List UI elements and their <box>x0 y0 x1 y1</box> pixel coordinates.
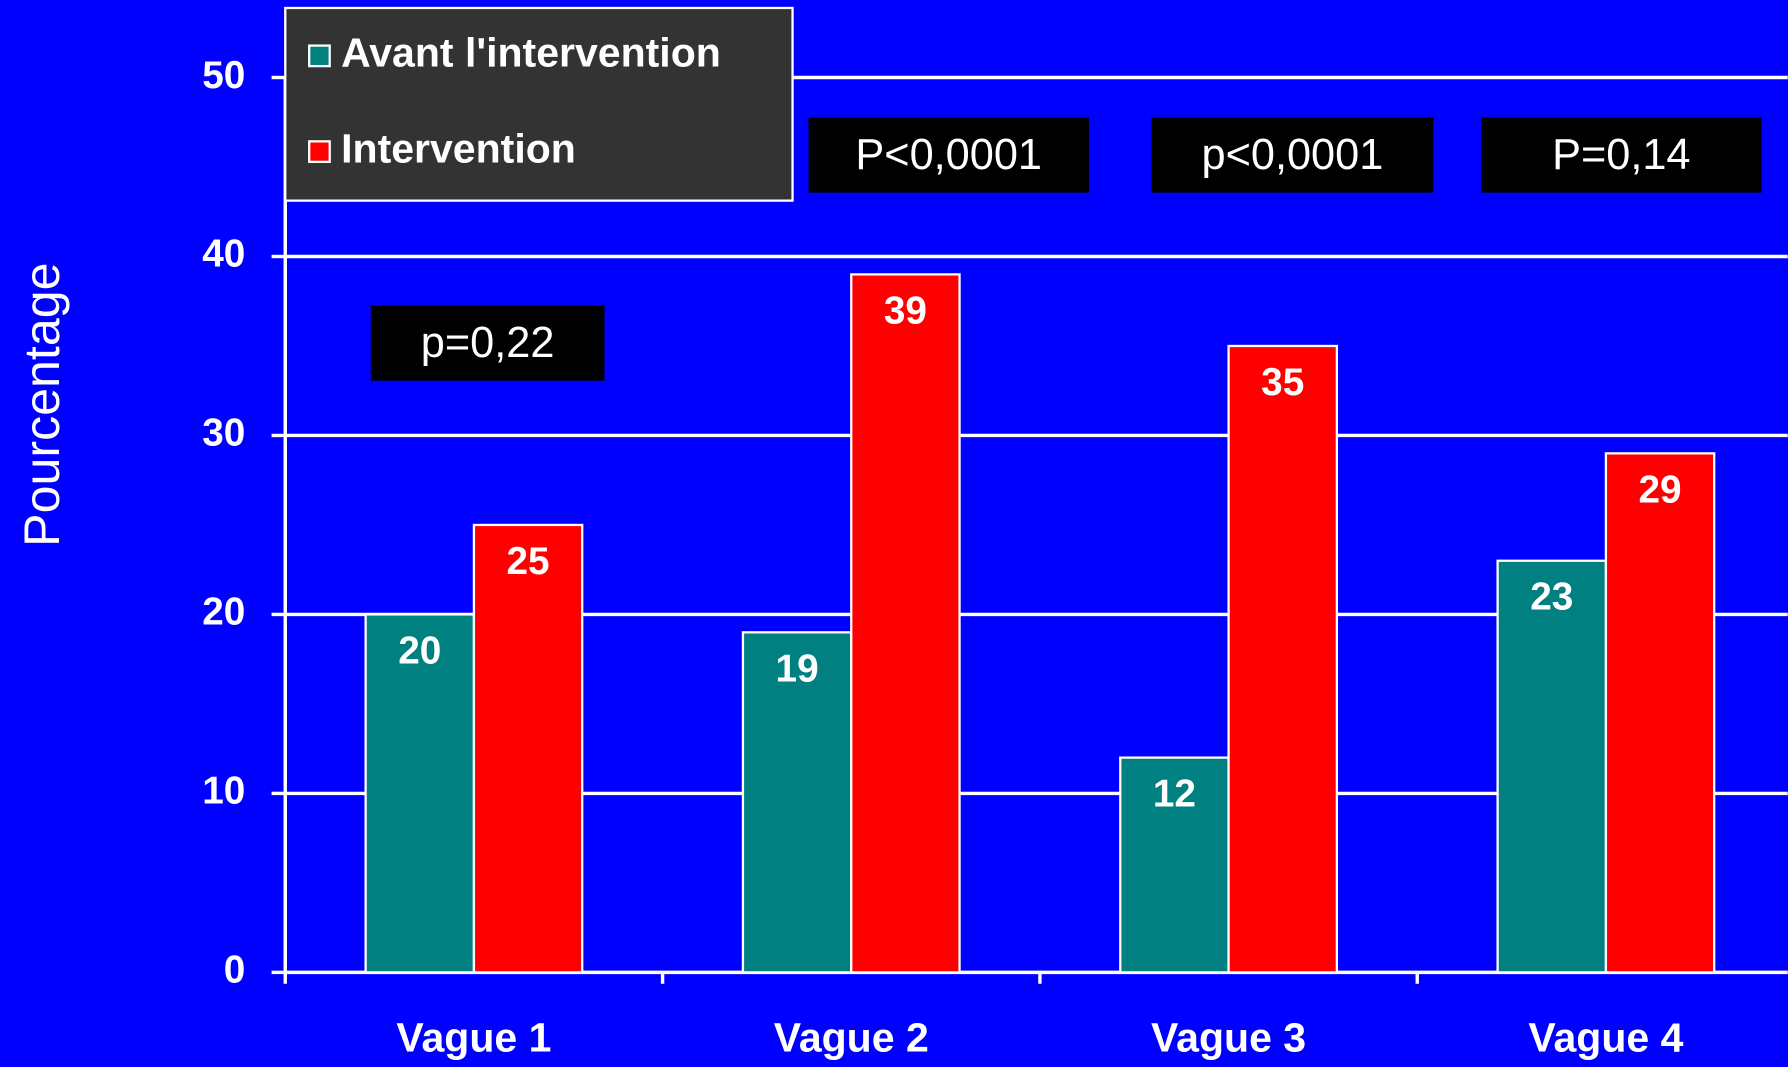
y-tick-label: 40 <box>202 233 245 276</box>
annotation: P=0,14 <box>1552 131 1690 179</box>
bar <box>364 613 476 974</box>
data-label: 19 <box>776 647 819 690</box>
data-label: 25 <box>507 540 550 583</box>
x-tick-label: Vague 4 <box>1528 1015 1683 1061</box>
y-tick-label: 50 <box>202 54 245 97</box>
data-label: 39 <box>884 289 927 332</box>
annotation: P<0,0001 <box>855 131 1042 179</box>
y-tick-label: 10 <box>202 770 245 813</box>
annotation-box <box>1151 117 1434 193</box>
x-tick-label: Vague 3 <box>1151 1015 1306 1061</box>
data-label: 20 <box>398 629 441 672</box>
bar <box>1227 344 1339 974</box>
bar <box>741 631 853 974</box>
data-label: 29 <box>1638 468 1681 511</box>
legend-swatch <box>308 44 331 68</box>
annotation-box <box>1481 117 1762 193</box>
annotation-box <box>808 117 1089 193</box>
annotation-box <box>370 305 605 381</box>
data-label: 23 <box>1530 576 1573 619</box>
legend-label: Avant l'intervention <box>341 30 721 76</box>
data-label: 12 <box>1153 773 1196 816</box>
bar <box>1604 452 1716 974</box>
bar <box>472 523 584 974</box>
x-tick-label: Vague 1 <box>396 1015 551 1061</box>
annotation: p=0,22 <box>421 319 555 367</box>
y-tick-label: 20 <box>202 591 245 634</box>
legend-box <box>284 6 794 202</box>
y-axis-label: Pourcentage <box>14 263 70 547</box>
data-label: 35 <box>1261 361 1304 404</box>
legend-label: Intervention <box>341 125 576 171</box>
bar <box>850 273 961 974</box>
y-tick-label: 0 <box>224 949 246 992</box>
annotation: p<0,0001 <box>1202 131 1384 179</box>
y-tick-label: 30 <box>202 412 245 455</box>
legend-swatch <box>308 140 331 164</box>
bar <box>1496 559 1608 974</box>
x-tick-label: Vague 2 <box>774 1015 929 1061</box>
bar <box>1119 756 1230 974</box>
